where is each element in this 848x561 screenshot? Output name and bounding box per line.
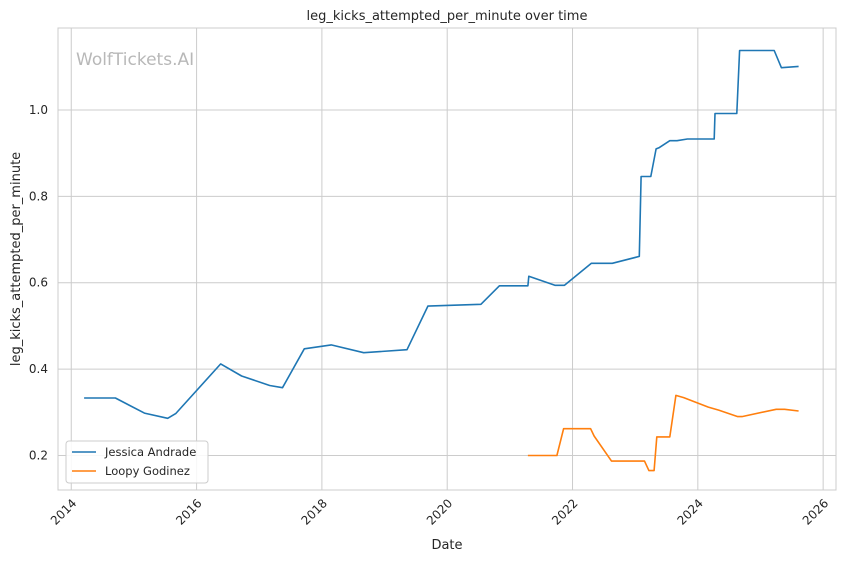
y-tick-label: 0.8 (29, 189, 48, 203)
series-lines (84, 49, 799, 472)
plot-frame (57, 27, 837, 491)
y-axis-label: leg_kicks_attempted_per_minute (9, 152, 24, 366)
legend-label-jessica-andrade: Jessica Andrade (104, 445, 196, 459)
chart-title: leg_kicks_attempted_per_minute over time (307, 9, 588, 24)
y-tick-label: 0.6 (29, 276, 48, 290)
x-tick-label: 2018 (299, 496, 330, 527)
grid (58, 28, 836, 490)
legend: Jessica Andrade Loopy Godinez (65, 440, 209, 484)
x-tick-label: 2026 (800, 496, 831, 527)
series-line-jessica-andrade (84, 49, 799, 420)
x-tick-label: 2016 (173, 496, 204, 527)
series-line-loopy-godinez (527, 394, 799, 472)
x-tick-label: 2022 (549, 496, 580, 527)
y-tick-label: 0.2 (29, 448, 48, 462)
y-tick-label: 1.0 (29, 103, 48, 117)
watermark: WolfTickets.AI (76, 50, 194, 70)
x-tick-label: 2020 (424, 496, 455, 527)
y-tick-label: 0.4 (29, 362, 48, 376)
x-axis-ticks: 2014 2016 2018 2020 2022 2024 2026 (48, 496, 831, 527)
legend-label-loopy-godinez: Loopy Godinez (105, 464, 190, 478)
x-tick-label: 2014 (48, 496, 79, 527)
legend-box (65, 440, 209, 484)
x-axis-label: Date (431, 538, 462, 553)
y-axis-ticks: 0.2 0.4 0.6 0.8 1.0 (29, 103, 48, 462)
x-tick-label: 2024 (674, 496, 705, 527)
